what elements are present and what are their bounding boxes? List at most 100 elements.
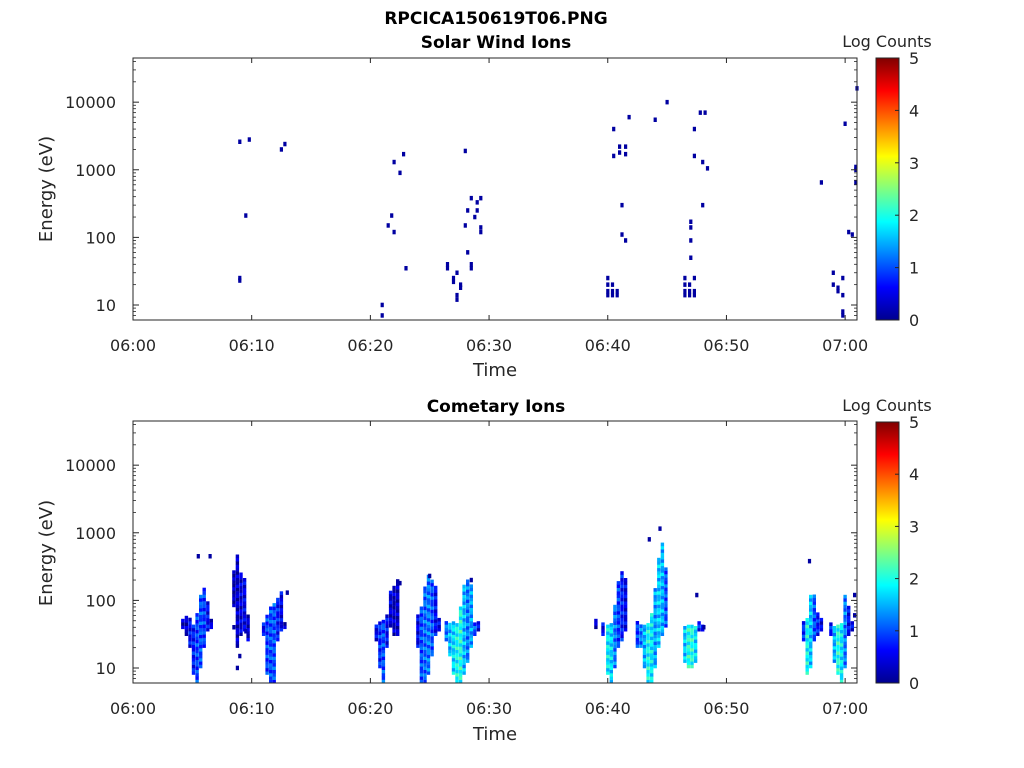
heatmap-cell	[235, 641, 240, 645]
heatmap-cell	[242, 617, 247, 622]
heatmap-cell	[642, 638, 647, 642]
heatmap-cell	[247, 137, 251, 142]
heatmap-cell	[613, 658, 617, 662]
heatmap-cell	[423, 606, 427, 611]
heatmap-cell	[269, 619, 273, 624]
heatmap-cell	[809, 661, 813, 665]
heatmap-cell	[653, 648, 657, 652]
heatmap-cell	[202, 644, 206, 648]
heatmap-cell	[261, 625, 266, 630]
heatmap-cell	[276, 614, 280, 619]
heatmap-cell	[202, 587, 206, 592]
heatmap-cell	[476, 627, 481, 632]
heatmap-cell	[642, 624, 647, 629]
heatmap-cell	[623, 597, 628, 602]
heatmap-cell	[437, 617, 441, 622]
heatmap-cell	[829, 625, 833, 630]
heatmap-cell	[272, 609, 276, 614]
heatmap-cell	[396, 589, 400, 593]
heatmap-cell	[646, 649, 650, 654]
heatmap-cell	[646, 626, 650, 630]
heatmap-cell	[188, 624, 192, 628]
heatmap-cell	[195, 669, 199, 674]
heatmap-cell	[191, 667, 196, 672]
heatmap-cell	[616, 607, 621, 612]
heatmap-cell	[265, 621, 269, 625]
heatmap-cell	[690, 644, 694, 649]
heatmap-cell	[658, 526, 662, 531]
heatmap-cell	[202, 641, 206, 645]
y-tick-label: 1000	[75, 524, 116, 543]
heatmap-cell	[232, 573, 236, 578]
heatmap-cell	[683, 656, 687, 660]
heatmap-cell	[620, 581, 624, 585]
heatmap-cell	[801, 637, 806, 642]
heatmap-cell	[854, 164, 858, 170]
heatmap-cell	[385, 614, 389, 618]
heatmap-cell	[653, 598, 657, 602]
heatmap-cell	[839, 653, 844, 657]
x-tick-label: 06:50	[703, 699, 749, 718]
heatmap-cell	[623, 607, 628, 612]
heatmap-cell	[692, 292, 696, 298]
heatmap-cell	[388, 617, 393, 621]
colorbar-label: Log Counts	[842, 32, 932, 51]
heatmap-cell	[426, 647, 431, 652]
plot-background	[133, 421, 857, 683]
heatmap-cell	[430, 609, 434, 614]
heatmap-cell	[434, 605, 438, 610]
heatmap-cell	[272, 616, 276, 620]
heatmap-cell	[462, 604, 466, 609]
heatmap-cell	[416, 634, 420, 638]
y-ticks: 10 100 1000 10000	[65, 61, 857, 321]
heatmap-cell	[697, 621, 701, 625]
heatmap-cell	[265, 671, 269, 675]
heatmap-cell	[601, 629, 605, 633]
heatmap-cell	[419, 633, 424, 637]
heatmap-cell	[239, 595, 243, 600]
heatmap-cell	[423, 643, 427, 647]
heatmap-cell	[812, 594, 816, 599]
heatmap-cell	[664, 574, 668, 578]
heatmap-cell	[805, 644, 809, 649]
heatmap-cell	[653, 638, 657, 642]
heatmap-cell	[664, 594, 668, 598]
heatmap-cell	[238, 139, 242, 144]
heatmap-cell	[609, 656, 613, 660]
heatmap-cell	[199, 644, 203, 649]
heatmap-cell	[664, 577, 668, 581]
heatmap-cell	[235, 611, 240, 615]
heatmap-cell	[683, 632, 687, 637]
heatmap-cell	[381, 629, 386, 634]
heatmap-cell	[423, 673, 427, 677]
heatmap-cell	[191, 637, 196, 642]
heatmap-cell	[202, 634, 206, 638]
heatmap-cell	[455, 639, 459, 644]
heatmap-cell	[623, 591, 628, 595]
heatmap-cell	[832, 639, 837, 643]
heatmap-cell	[396, 615, 400, 620]
heatmap-cell	[843, 618, 847, 622]
heatmap-cell	[272, 623, 276, 627]
heatmap-cell	[388, 597, 393, 601]
heatmap-cell	[451, 667, 456, 672]
heatmap-cell	[664, 604, 668, 608]
heatmap-cell	[246, 617, 250, 622]
heatmap-cell	[269, 673, 273, 677]
heatmap-cell	[698, 110, 702, 115]
heatmap-cell	[423, 603, 427, 607]
heatmap-cell	[620, 594, 624, 599]
heatmap-cell	[623, 584, 628, 589]
heatmap-cell	[466, 596, 470, 600]
heatmap-cell	[635, 621, 640, 625]
heatmap-cell	[242, 604, 247, 609]
heatmap-cell	[458, 623, 463, 627]
heatmap-cell	[466, 652, 470, 657]
heatmap-cell	[469, 266, 473, 271]
heatmap-cell	[430, 582, 434, 587]
heatmap-cell	[601, 622, 605, 626]
heatmap-cell	[242, 621, 247, 625]
heatmap-cell	[434, 612, 438, 616]
heatmap-cell	[829, 622, 833, 626]
heatmap-cell	[657, 611, 661, 615]
